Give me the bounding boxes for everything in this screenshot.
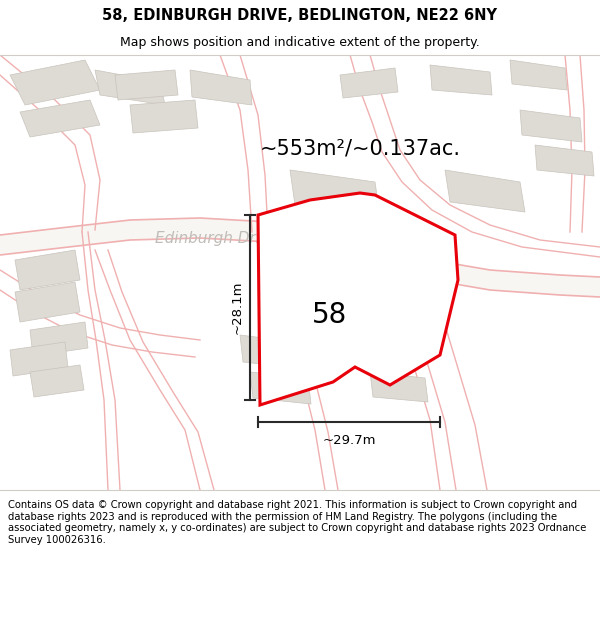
Polygon shape <box>0 218 600 297</box>
Polygon shape <box>95 70 165 105</box>
Polygon shape <box>30 365 84 397</box>
Polygon shape <box>250 372 311 404</box>
Polygon shape <box>258 193 458 405</box>
Polygon shape <box>15 250 80 290</box>
Polygon shape <box>510 60 567 90</box>
Polygon shape <box>340 68 398 98</box>
Polygon shape <box>370 372 428 402</box>
Polygon shape <box>535 145 594 176</box>
Polygon shape <box>10 60 100 105</box>
Polygon shape <box>430 65 492 95</box>
Polygon shape <box>240 335 298 368</box>
Polygon shape <box>15 282 80 322</box>
Polygon shape <box>115 70 178 100</box>
Text: ~28.1m: ~28.1m <box>231 281 244 334</box>
Text: Contains OS data © Crown copyright and database right 2021. This information is : Contains OS data © Crown copyright and d… <box>8 500 586 545</box>
Polygon shape <box>30 322 88 356</box>
Polygon shape <box>355 338 418 370</box>
Polygon shape <box>10 342 68 376</box>
Polygon shape <box>290 170 385 250</box>
Polygon shape <box>445 170 525 212</box>
Polygon shape <box>340 305 403 337</box>
Text: 58, EDINBURGH DRIVE, BEDLINGTON, NE22 6NY: 58, EDINBURGH DRIVE, BEDLINGTON, NE22 6N… <box>103 8 497 23</box>
Text: Edinburgh Drive: Edinburgh Drive <box>155 231 278 246</box>
Polygon shape <box>190 70 252 105</box>
Text: Map shows position and indicative extent of the property.: Map shows position and indicative extent… <box>120 36 480 49</box>
Text: ~29.7m: ~29.7m <box>322 434 376 447</box>
Text: ~553m²/~0.137ac.: ~553m²/~0.137ac. <box>260 138 461 158</box>
Text: 58: 58 <box>313 301 347 329</box>
Polygon shape <box>20 100 100 137</box>
Polygon shape <box>130 100 198 133</box>
Polygon shape <box>520 110 582 142</box>
